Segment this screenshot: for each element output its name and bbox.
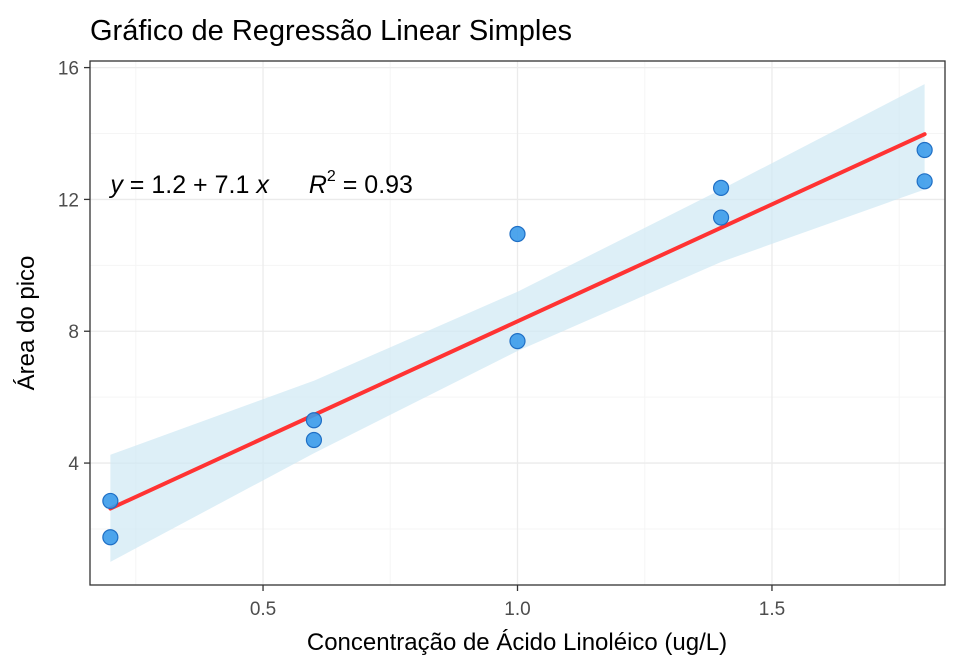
data-point [305, 412, 323, 429]
data-point [916, 141, 933, 159]
x-tick-label: 1.5 [759, 599, 785, 620]
data-point [916, 173, 933, 190]
x-axis-ticks: 0.5 1.0 1.5 [250, 585, 785, 620]
data-point [509, 333, 526, 350]
y-tick-label: 12 [58, 190, 79, 211]
equation-equals: = [123, 171, 152, 199]
regression-line [108, 132, 927, 511]
y-axis-ticks: 4 8 12 16 [58, 59, 90, 475]
regression-line-layer [108, 132, 927, 511]
data-point [102, 529, 119, 546]
y-tick-label: 8 [68, 322, 79, 343]
y-tick-label: 4 [68, 454, 79, 475]
equation-r-symbol: R [309, 171, 327, 199]
equation-r-value: 0.93 [364, 171, 413, 199]
x-axis-title: Concentração de Ácido Linoléico (ug/L) [307, 629, 727, 656]
equation-y-symbol: y [108, 171, 124, 199]
data-point [509, 225, 526, 243]
y-axis-title: Área do pico [13, 256, 40, 391]
data-point [712, 179, 730, 196]
x-tick-label: 1.0 [504, 599, 530, 620]
y-tick-label: 16 [58, 59, 79, 80]
equation-x-symbol: x [249, 171, 270, 199]
data-point [305, 431, 323, 449]
x-tick-label: 0.5 [250, 599, 276, 620]
chart-title: Gráfico de Regressão Linear Simples [90, 15, 572, 47]
data-point [102, 492, 119, 510]
data-point [712, 209, 730, 226]
regression-equation: y = 1.2 + 7.1 x R2 = 0.93 [108, 168, 413, 199]
equation-slope: 7.1 [215, 171, 250, 199]
data-points [102, 141, 933, 546]
equation-r-exponent: 2 [327, 168, 336, 185]
equation-intercept: 1.2 [151, 171, 186, 199]
equation-r-equals: = [336, 171, 365, 199]
equation-plus: + [186, 171, 215, 199]
